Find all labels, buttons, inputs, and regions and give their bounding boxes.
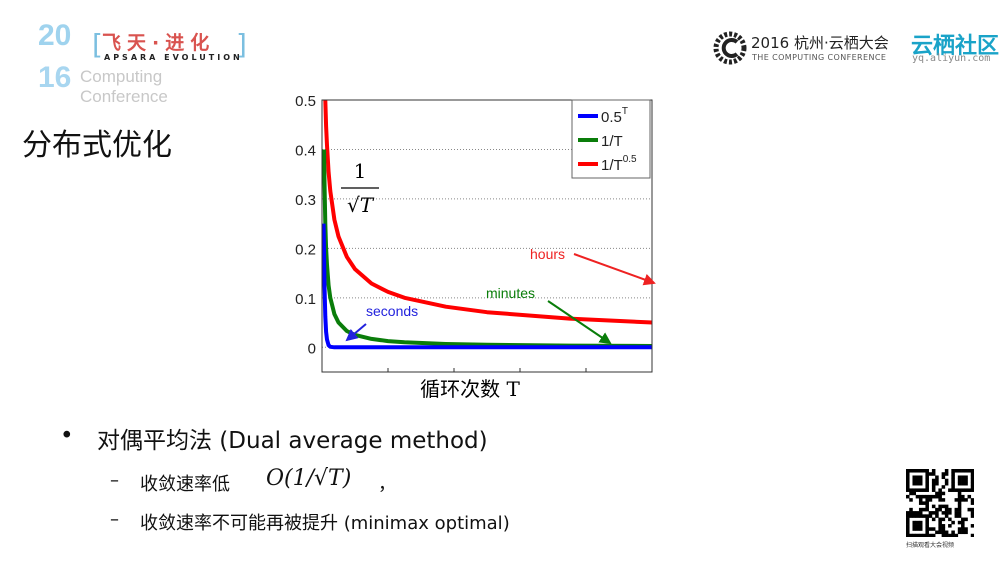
logo-en: APSARA EVOLUTION [104,53,243,62]
legend-label: 1/T [601,133,623,150]
y-tick-label: 0.5 [295,93,316,110]
series-line-1T05 [323,99,653,325]
sub-bullet-text: 收敛速率不可能再被提升 (minimax optimal) [140,513,510,534]
qr-code-icon [906,469,974,537]
convergence-chart: 0 0.1 0.2 0.3 0.4 0.5 1 √T seconds minutes ho… [295,93,656,401]
logo-year-bottom: 16 [38,61,72,94]
conference-subtitle: THE COMPUTING CONFERENCE [752,53,887,62]
sub-bullet-text: 收敛速率低 [140,474,230,495]
logo-cn: 飞天·进化 [102,32,216,54]
y-tick-label: 0.4 [295,142,316,159]
y-tick-label: 0.1 [295,291,316,308]
conference-title: 2016 杭州·云栖大会 [751,34,889,52]
series-line-05T [321,223,652,350]
sub-bullet-suffix: ， [378,474,396,495]
logo-year-top: 20 [38,19,72,52]
y-tick-label: 0.3 [295,192,316,209]
legend-label: 0.5T [601,106,628,126]
plot-frame [321,99,653,373]
bullet-marker: • [60,423,74,449]
annotation-seconds: seconds [366,303,418,319]
community-url: yq.aliyun.com [912,53,991,64]
arrow-hours [573,253,656,286]
svg-text:√T: √T [347,193,375,217]
slide-title: 分布式优化 [22,128,172,163]
bullet-text: 对偶平均法 (Dual average method) [97,428,488,454]
series-line-1T [322,149,653,348]
y-tick-label: 0.2 [295,241,316,258]
logo-sub2: Conference [80,87,168,106]
qr-caption: 扫描观看大会视频 [906,542,955,549]
inline-formula: 1 √T [341,159,379,217]
annotation-minutes: minutes [486,285,535,301]
y-tick-label: 0 [308,340,316,357]
arrow-seconds [345,323,367,342]
arrow-minutes [547,300,612,345]
svg-text:1: 1 [354,159,367,183]
event-logo: 20 16 Computing Conference [ ] 飞天·进化 APS… [38,19,247,107]
conference-emblem-icon [713,31,747,65]
sub-bullet-marker: – [110,509,119,530]
legend: 0.5T1/T1/T0.5 [571,99,651,179]
logo-sub1: Computing [80,67,163,86]
complexity-formula: O(1/√T) [266,466,352,491]
annotation-hours: hours [530,246,565,262]
x-axis-label: 循环次数 T [420,377,520,401]
sub-bullet-marker: – [110,470,119,491]
community-name: 云栖社区 [911,34,1000,59]
